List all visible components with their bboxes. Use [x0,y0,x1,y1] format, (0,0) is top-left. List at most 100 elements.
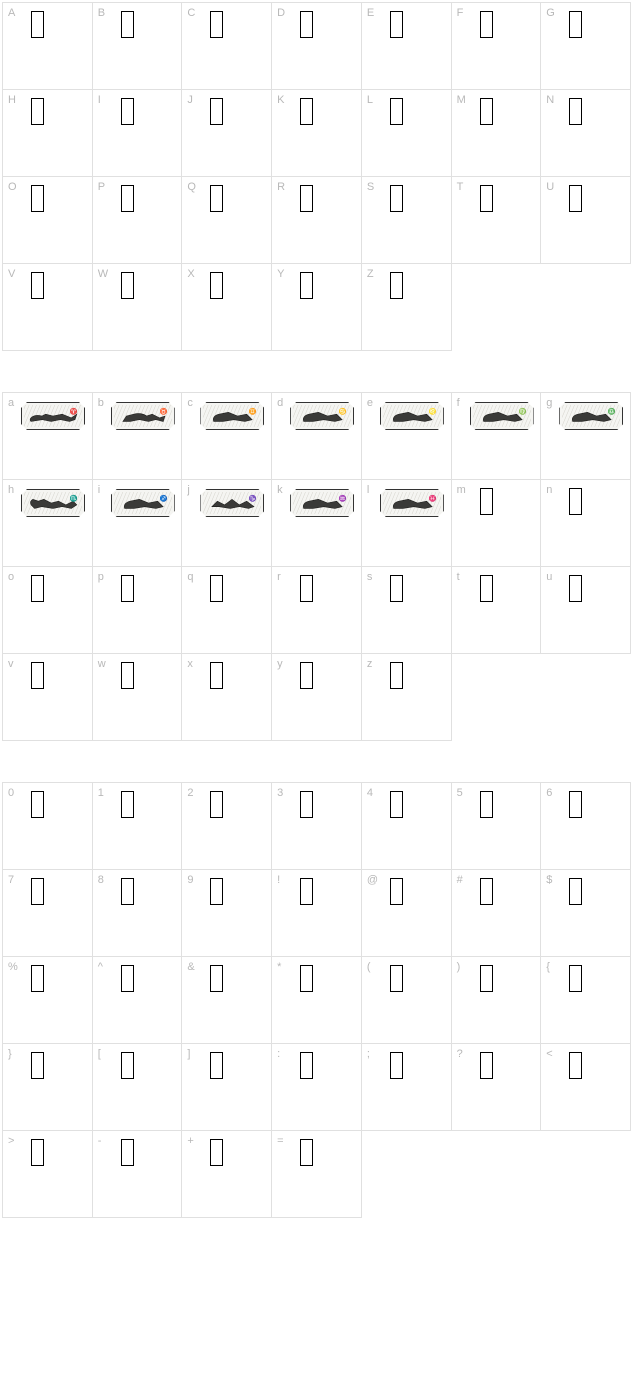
charmap-cell [540,1130,631,1218]
cell-label: F [457,7,464,19]
glyph-placeholder [121,575,134,602]
missing-glyph-icon [480,1052,493,1079]
glyph-placeholder [390,1052,403,1079]
cell-label: b [98,397,104,409]
charmap-cell: V [2,263,93,351]
cell-label: [ [98,1048,101,1060]
charmap-cell: F [451,2,542,90]
cell-label: f [457,397,460,409]
charmap-cell: I [92,89,183,177]
glyph-placeholder [300,878,313,905]
zodiac-engraving-icon: ♏ [24,492,82,514]
glyph-placeholder [390,272,403,299]
charmap-cell: D [271,2,362,90]
charmap-grid: ABCDEFGHIJKLMNOPQRSTUVWXYZ [3,3,631,351]
charmap-cell: W [92,263,183,351]
cell-label: 7 [8,874,14,886]
charmap-cell: 7 [2,869,93,957]
zodiac-glyph-sagittarius: ♐ [111,489,175,517]
missing-glyph-icon [210,575,223,602]
cell-label: 4 [367,787,373,799]
cell-label: I [98,94,101,106]
zodiac-engraving-icon: ♑ [203,492,261,514]
charmap-grid: a♈b♉c♊d♋e♌f♍g♎h♏i♐j♑k♒l♓mnopqrstuvwxyz [3,393,631,741]
charmap-cell: w [92,653,183,741]
cell-label: l [367,484,369,496]
cell-label: > [8,1135,14,1147]
cell-label: < [546,1048,552,1060]
charmap-cell: * [271,956,362,1044]
zodiac-glyph-scorpio: ♏ [21,489,85,517]
missing-glyph-icon [121,662,134,689]
missing-glyph-icon [569,965,582,992]
zodiac-engraving-icon: ♌ [383,405,441,427]
charmap-cell: % [2,956,93,1044]
cell-label: 2 [187,787,193,799]
missing-glyph-icon [210,1139,223,1166]
charmap-cell: H [2,89,93,177]
cell-label: Y [277,268,284,280]
missing-glyph-icon [121,878,134,905]
missing-glyph-icon [31,1052,44,1079]
zodiac-frame: ♎ [559,402,623,430]
cell-label: k [277,484,283,496]
missing-glyph-icon [569,488,582,515]
cell-label: A [8,7,15,19]
cell-label: i [98,484,100,496]
missing-glyph-icon [480,488,493,515]
charmap-cell: p [92,566,183,654]
glyph-placeholder [121,185,134,212]
cell-label: R [277,181,285,193]
cell-label: { [546,961,550,973]
zodiac-glyph-taurus: ♉ [111,402,175,430]
cell-label: G [546,7,555,19]
cell-label: O [8,181,17,193]
charmap-cell [361,1130,452,1218]
zodiac-engraving-icon: ♋ [293,405,351,427]
zodiac-frame: ♊ [200,402,264,430]
missing-glyph-icon [300,878,313,905]
charmap-cell: : [271,1043,362,1131]
cell-label: m [457,484,466,496]
glyph-placeholder [300,965,313,992]
charmap-cell: ^ [92,956,183,1044]
cell-label: % [8,961,18,973]
charmap-cell [540,263,631,351]
zodiac-engraving-icon: ♉ [114,405,172,427]
cell-label: 3 [277,787,283,799]
charmap-cell: C [181,2,272,90]
missing-glyph-icon [121,965,134,992]
charmap-cell: = [271,1130,362,1218]
missing-glyph-icon [390,185,403,212]
missing-glyph-icon [300,662,313,689]
missing-glyph-icon [31,662,44,689]
glyph-placeholder [390,791,403,818]
missing-glyph-icon [480,185,493,212]
charmap-cell: v [2,653,93,741]
cell-label: Q [187,181,196,193]
charmap-cell: B [92,2,183,90]
charmap-cell: R [271,176,362,264]
cell-label: = [277,1135,283,1147]
missing-glyph-icon [121,11,134,38]
cell-label: X [187,268,194,280]
missing-glyph-icon [390,1052,403,1079]
charmap-cell: 8 [92,869,183,957]
glyph-placeholder [121,965,134,992]
glyph-placeholder [210,185,223,212]
missing-glyph-icon [210,11,223,38]
glyph-placeholder [210,272,223,299]
glyph-placeholder [31,1052,44,1079]
charmap-cell: & [181,956,272,1044]
glyph-placeholder [569,575,582,602]
cell-label: J [187,94,193,106]
charmap-cell: q [181,566,272,654]
glyph-placeholder [121,98,134,125]
charmap-grid: 0123456789!@#$%^&*(){}[]:;?<>-+= [3,783,631,1218]
charmap-cell: 9 [181,869,272,957]
zodiac-frame: ♌ [380,402,444,430]
charmap-cell: b♉ [92,392,183,480]
cell-label: ] [187,1048,190,1060]
svg-text:♊: ♊ [249,407,257,415]
charmap-cell: s [361,566,452,654]
